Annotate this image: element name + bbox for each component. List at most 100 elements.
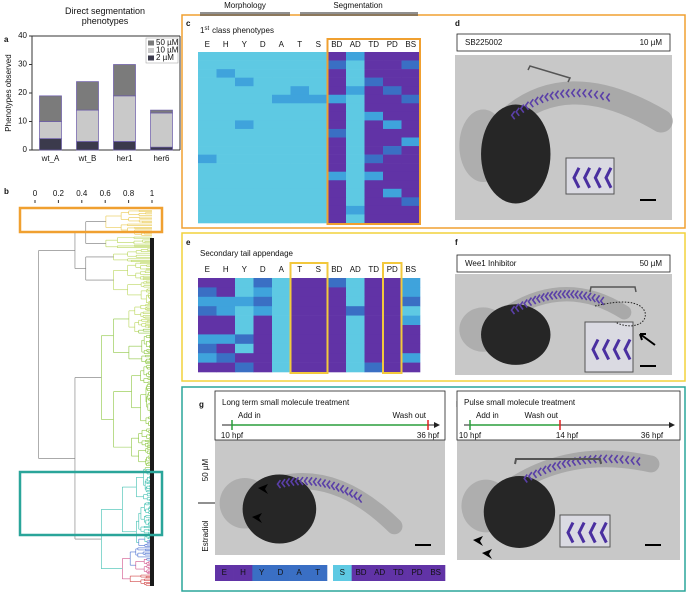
- time-label: 36 hpf: [417, 431, 440, 440]
- somite: [599, 296, 605, 306]
- heatmap-cell: [272, 52, 291, 61]
- heatmap-cell: [290, 180, 310, 190]
- heatmap-cell: [383, 77, 402, 87]
- heatmap-cell: [383, 69, 402, 78]
- heatmap-cell: [401, 180, 421, 190]
- heatmap-cell: [198, 69, 217, 78]
- somite: [574, 290, 579, 300]
- heatmap-cell: [272, 120, 291, 130]
- heatmap-cell: [309, 94, 328, 104]
- heatmap-cell: [272, 163, 291, 172]
- heatmap-cell: [216, 60, 236, 70]
- heatmap-cell: [198, 86, 217, 96]
- embryo-yolk: [481, 104, 551, 204]
- heatmap-cell: [290, 77, 310, 87]
- somite: [548, 291, 554, 300]
- heatmap-cell: [235, 334, 254, 345]
- heatmap-cell: [327, 103, 347, 113]
- heatmap-cell: [383, 137, 402, 147]
- heatmap-cell: [216, 69, 236, 78]
- heatmap-cell: [216, 315, 236, 326]
- column-label: D: [260, 265, 266, 274]
- time-label: 36 hpf: [641, 431, 664, 440]
- heatmap-cell: [272, 69, 291, 78]
- heatmap-cell: [253, 60, 273, 70]
- heatmap-cell: [309, 306, 328, 316]
- heatmap-cell: [383, 120, 402, 130]
- heatmap-cell: [198, 60, 217, 70]
- heatmap-cell: [235, 214, 254, 224]
- heatmap-cell: [364, 278, 384, 288]
- heatmap-cell: [290, 306, 310, 316]
- heatmap-cell: [364, 315, 384, 326]
- heatmap-cell: [327, 325, 347, 335]
- heatmap-cell: [327, 334, 347, 345]
- heatmap-cell: [272, 325, 291, 335]
- somite: [554, 90, 560, 100]
- somite: [572, 167, 581, 189]
- bar-segment: [76, 81, 99, 111]
- heatmap-cell: [290, 60, 310, 70]
- heatmap-cell: [364, 154, 384, 164]
- heatmap-cell: [346, 334, 365, 345]
- heatmap-cell: [401, 60, 421, 70]
- time-label: 10 hpf: [459, 431, 482, 440]
- x-tick-label: 0.6: [100, 189, 112, 198]
- heatmap-cell: [383, 287, 402, 298]
- heatmap-cell: [235, 163, 254, 172]
- heatmap-cell: [346, 315, 365, 326]
- heatmap-cell: [272, 353, 291, 363]
- heatmap-cell: [383, 86, 402, 96]
- heatmap-cell: [253, 353, 273, 363]
- heatmap-cell: [346, 146, 365, 155]
- column-label: H: [223, 265, 229, 274]
- column-label: T: [315, 568, 320, 577]
- somite: [565, 88, 570, 98]
- somite: [532, 469, 538, 479]
- somite: [285, 477, 291, 487]
- heatmap-cell: [198, 306, 217, 316]
- somite: [353, 491, 358, 501]
- heatmap-cell: [290, 111, 310, 121]
- arrowhead: [258, 484, 268, 494]
- heatmap-cell: [309, 163, 328, 172]
- heatmap-cell: [216, 103, 236, 113]
- column-label: BD: [331, 40, 342, 49]
- y-tick-label: 10: [18, 117, 27, 126]
- somite: [588, 521, 597, 544]
- heatmap-cell: [198, 111, 217, 121]
- heatmap-cell: [253, 94, 273, 104]
- phenotype-cell: [407, 565, 427, 581]
- heatmap-cell: [401, 278, 421, 288]
- panel-title: Long term small molecule treatment: [222, 398, 350, 407]
- heatmap-cell: [253, 52, 273, 61]
- heatmap-cell: [198, 146, 217, 155]
- heatmap-cell: [235, 315, 254, 326]
- heatmap-cell: [309, 146, 328, 155]
- heatmap-cell: [401, 315, 421, 326]
- somite: [565, 289, 571, 299]
- heatmap-cell: [327, 69, 347, 78]
- heatmap-cell: [290, 205, 310, 215]
- heatmap-cell: [346, 205, 365, 215]
- heatmap-cell: [383, 205, 402, 215]
- heatmap-cell: [309, 362, 328, 373]
- heatmap-cell: [290, 287, 310, 298]
- heatmap-cell: [253, 128, 273, 138]
- heatmap-cell: [290, 163, 310, 172]
- heatmap-cell: [346, 343, 365, 354]
- heatmap-cell: [235, 69, 254, 78]
- heatmap-cell: [235, 137, 254, 147]
- column-label: S: [316, 40, 321, 49]
- highlight-box: [382, 262, 403, 374]
- panel-frame: [181, 232, 686, 382]
- heatmap-cell: [198, 214, 217, 224]
- heatmap-cell: [272, 315, 291, 326]
- heatmap-cell: [346, 154, 365, 164]
- heatmap-cell: [383, 188, 402, 198]
- heatmap-cell: [383, 171, 402, 181]
- somite: [335, 483, 340, 492]
- heatmap-cell: [235, 86, 254, 96]
